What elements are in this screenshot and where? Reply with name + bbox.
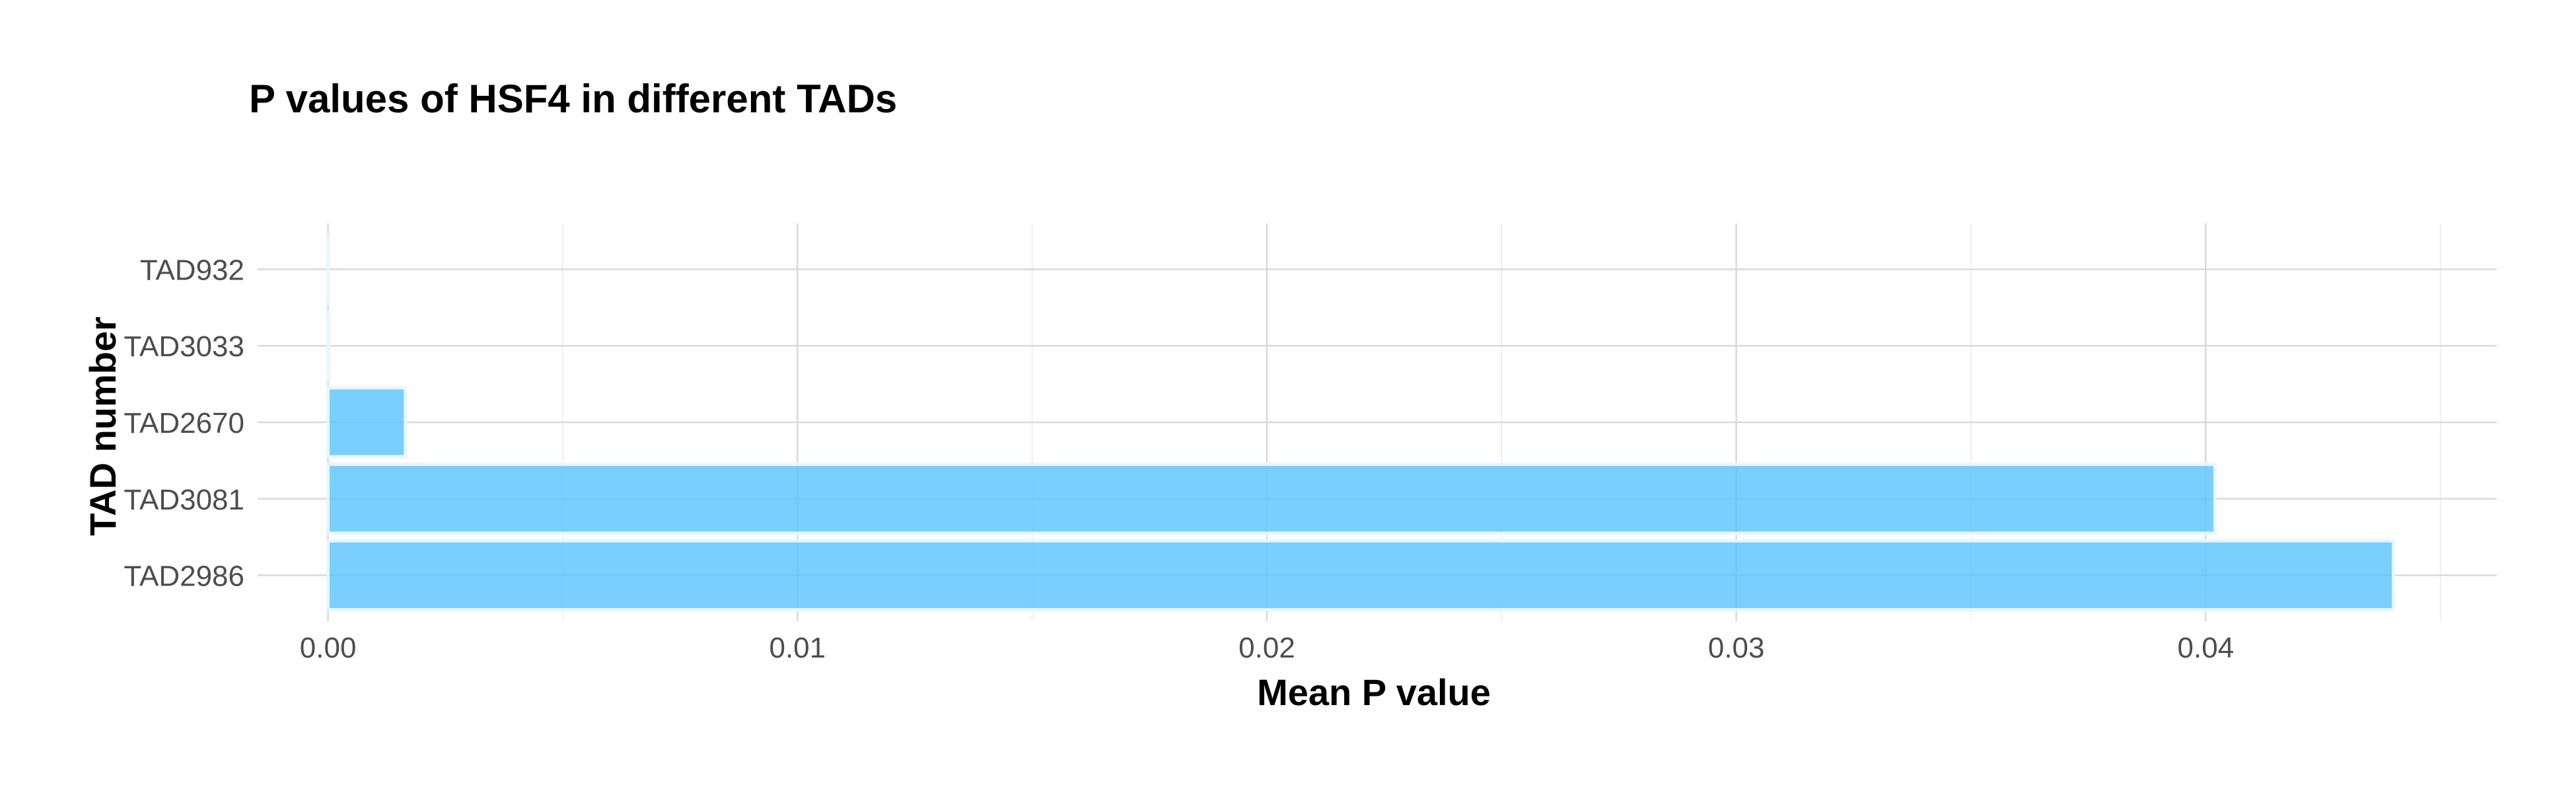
x-tick-label: 0.04 (2178, 632, 2235, 664)
x-axis-title: Mean P value (1257, 671, 1491, 713)
x-axis-ticks: 0.00 0.01 0.02 0.03 0.04 (300, 632, 2234, 664)
x-tick-label: 0.03 (1708, 632, 1765, 664)
bar-tad2670 (326, 386, 408, 459)
y-tick-label: TAD2986 (124, 560, 244, 593)
y-tick-label: TAD3081 (124, 484, 244, 516)
bars (326, 233, 2396, 612)
x-tick-label: 0.00 (300, 632, 357, 664)
y-tick-label: TAD2670 (124, 407, 244, 439)
y-tick-label: TAD932 (140, 254, 244, 286)
y-axis-title: TAD number (82, 317, 124, 536)
bar-tad3033 (326, 309, 331, 382)
bar-tad3081 (326, 463, 2217, 535)
chart-title: P values of HSF4 in different TADs (249, 77, 897, 121)
x-tick-label: 0.01 (769, 632, 826, 664)
y-axis-ticks: TAD2986 TAD3081 TAD2670 TAD3033 TAD932 (124, 254, 244, 592)
bar-tad932 (326, 233, 330, 306)
y-tick-label: TAD3033 (124, 330, 244, 363)
bar-tad2986 (326, 539, 2396, 612)
x-tick-label: 0.02 (1238, 632, 1295, 664)
